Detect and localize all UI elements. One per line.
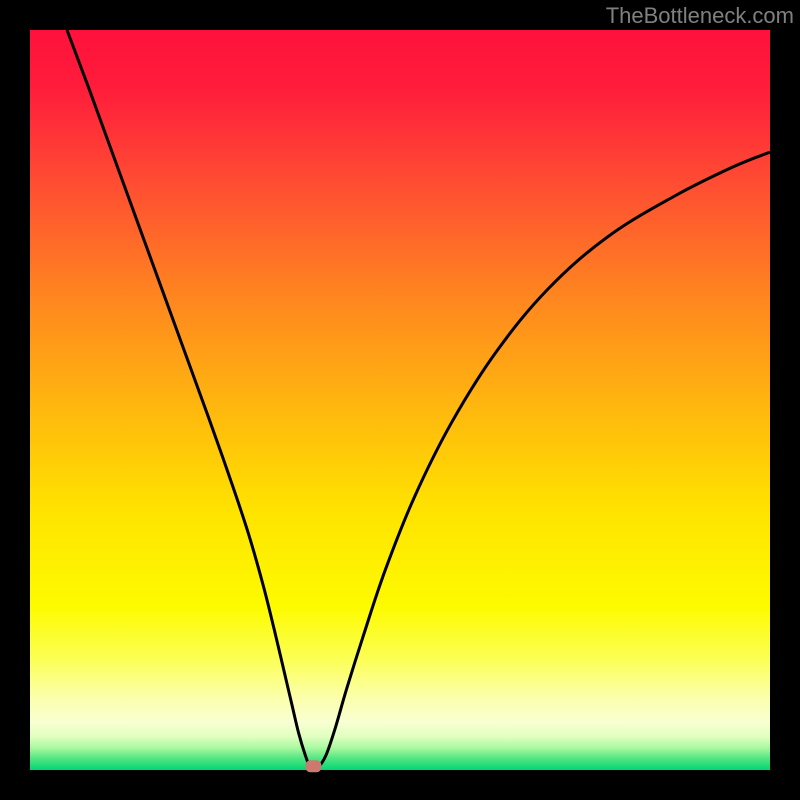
- bottleneck-chart: [0, 0, 800, 800]
- watermark-text: TheBottleneck.com: [606, 3, 794, 29]
- plot-background: [30, 30, 770, 770]
- minimum-marker: [305, 760, 321, 772]
